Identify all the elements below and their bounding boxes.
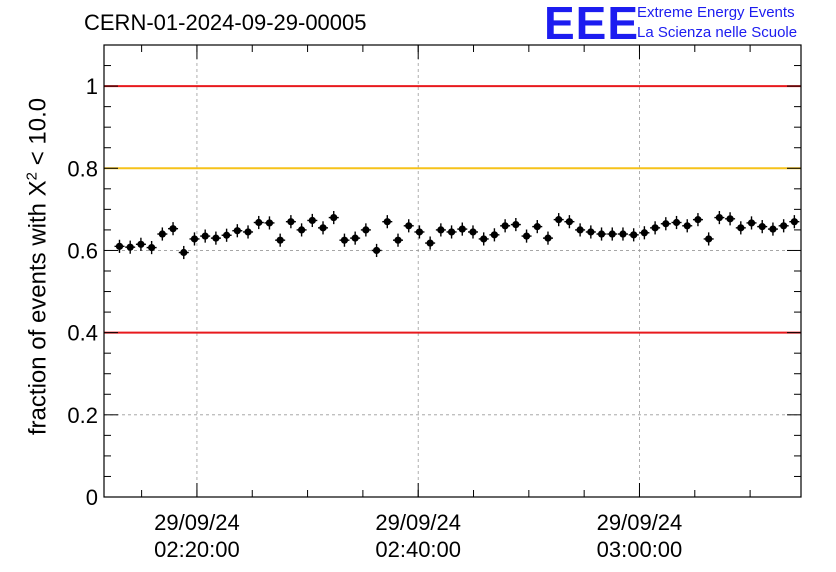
data-point bbox=[383, 218, 391, 226]
data-point bbox=[158, 230, 166, 238]
y-axis-label: fraction of events with X2 < 10.0 bbox=[24, 47, 53, 487]
data-point bbox=[265, 219, 274, 227]
data-point bbox=[255, 218, 263, 227]
data-point bbox=[705, 235, 713, 243]
grid-lines bbox=[104, 45, 801, 497]
data-point bbox=[544, 234, 552, 242]
data-point bbox=[212, 234, 220, 242]
data-point bbox=[533, 223, 541, 231]
data-point bbox=[287, 218, 295, 226]
data-point bbox=[576, 226, 584, 234]
data-point bbox=[555, 216, 563, 224]
data-point bbox=[694, 216, 702, 224]
data-points bbox=[114, 211, 800, 260]
reference-lines bbox=[104, 85, 801, 334]
data-point bbox=[137, 240, 145, 248]
y-axis-label-prefix: fraction of events with X bbox=[24, 180, 52, 436]
data-point bbox=[437, 226, 445, 234]
data-point bbox=[447, 228, 456, 236]
data-point bbox=[244, 228, 252, 236]
data-point bbox=[148, 243, 156, 252]
data-point bbox=[737, 224, 745, 232]
data-point bbox=[769, 225, 777, 233]
y-tick-label: 1 bbox=[86, 74, 98, 99]
x-tick-date-label: 29/09/24 bbox=[375, 510, 461, 535]
data-point bbox=[180, 248, 188, 257]
data-point bbox=[758, 223, 766, 231]
plot-frame bbox=[103, 44, 802, 498]
data-point bbox=[490, 231, 499, 239]
logo-line-1: Extreme Energy Events bbox=[637, 4, 795, 21]
data-point bbox=[630, 231, 638, 239]
data-point bbox=[726, 215, 734, 223]
data-point bbox=[619, 230, 627, 238]
data-point bbox=[394, 236, 402, 244]
data-point bbox=[469, 228, 477, 236]
data-point bbox=[608, 230, 616, 238]
eee-logo: EEE bbox=[544, 0, 640, 49]
data-point bbox=[297, 226, 306, 234]
data-point bbox=[351, 234, 359, 242]
data-point bbox=[405, 222, 413, 230]
data-point bbox=[597, 230, 606, 238]
data-point bbox=[672, 218, 681, 227]
data-point bbox=[308, 216, 316, 225]
data-point bbox=[587, 228, 595, 236]
data-point bbox=[662, 220, 670, 228]
data-point bbox=[747, 219, 756, 227]
data-point bbox=[501, 222, 509, 230]
y-axis-label-suffix: < 10.0 bbox=[24, 97, 52, 172]
data-point bbox=[565, 218, 574, 226]
data-point bbox=[426, 239, 434, 247]
data-point bbox=[458, 225, 466, 233]
data-point bbox=[223, 231, 231, 239]
data-point bbox=[790, 218, 798, 226]
tick-labels: 00.20.40.60.8129/09/2402:20:0029/09/2402… bbox=[67, 74, 682, 562]
data-point bbox=[276, 236, 284, 244]
data-point bbox=[715, 213, 723, 222]
data-point bbox=[415, 228, 424, 236]
data-point bbox=[480, 235, 488, 243]
chart-title: CERN-01-2024-09-29-00005 bbox=[84, 10, 367, 35]
logo-line-2: La Scienza nelle Scuole bbox=[637, 24, 798, 41]
data-point bbox=[683, 222, 691, 230]
data-point bbox=[362, 226, 370, 234]
data-point bbox=[372, 246, 381, 255]
data-point bbox=[201, 232, 209, 240]
y-tick-label: 0.2 bbox=[67, 403, 98, 428]
data-point bbox=[780, 222, 788, 230]
y-tick-label: 0.6 bbox=[67, 238, 98, 263]
data-point bbox=[651, 224, 659, 232]
data-point bbox=[233, 227, 241, 235]
x-tick-time-label: 03:00:00 bbox=[597, 537, 683, 562]
data-point bbox=[115, 242, 124, 250]
y-axis-label-sup: 2 bbox=[23, 171, 41, 181]
data-point bbox=[190, 235, 199, 243]
data-point bbox=[169, 225, 177, 233]
y-tick-label: 0.4 bbox=[67, 321, 98, 346]
x-tick-date-label: 29/09/24 bbox=[154, 510, 240, 535]
data-point bbox=[512, 220, 520, 229]
data-point bbox=[640, 229, 648, 237]
y-tick-label: 0.8 bbox=[67, 156, 98, 181]
data-point bbox=[330, 213, 338, 222]
y-tick-label: 0 bbox=[86, 485, 98, 510]
x-tick-date-label: 29/09/24 bbox=[597, 510, 683, 535]
data-point bbox=[126, 243, 134, 251]
axis-ticks bbox=[104, 45, 801, 498]
x-tick-time-label: 02:20:00 bbox=[154, 537, 240, 562]
x-tick-time-label: 02:40:00 bbox=[375, 537, 461, 562]
data-point bbox=[340, 236, 349, 244]
data-point bbox=[522, 232, 531, 240]
data-point bbox=[319, 224, 327, 232]
